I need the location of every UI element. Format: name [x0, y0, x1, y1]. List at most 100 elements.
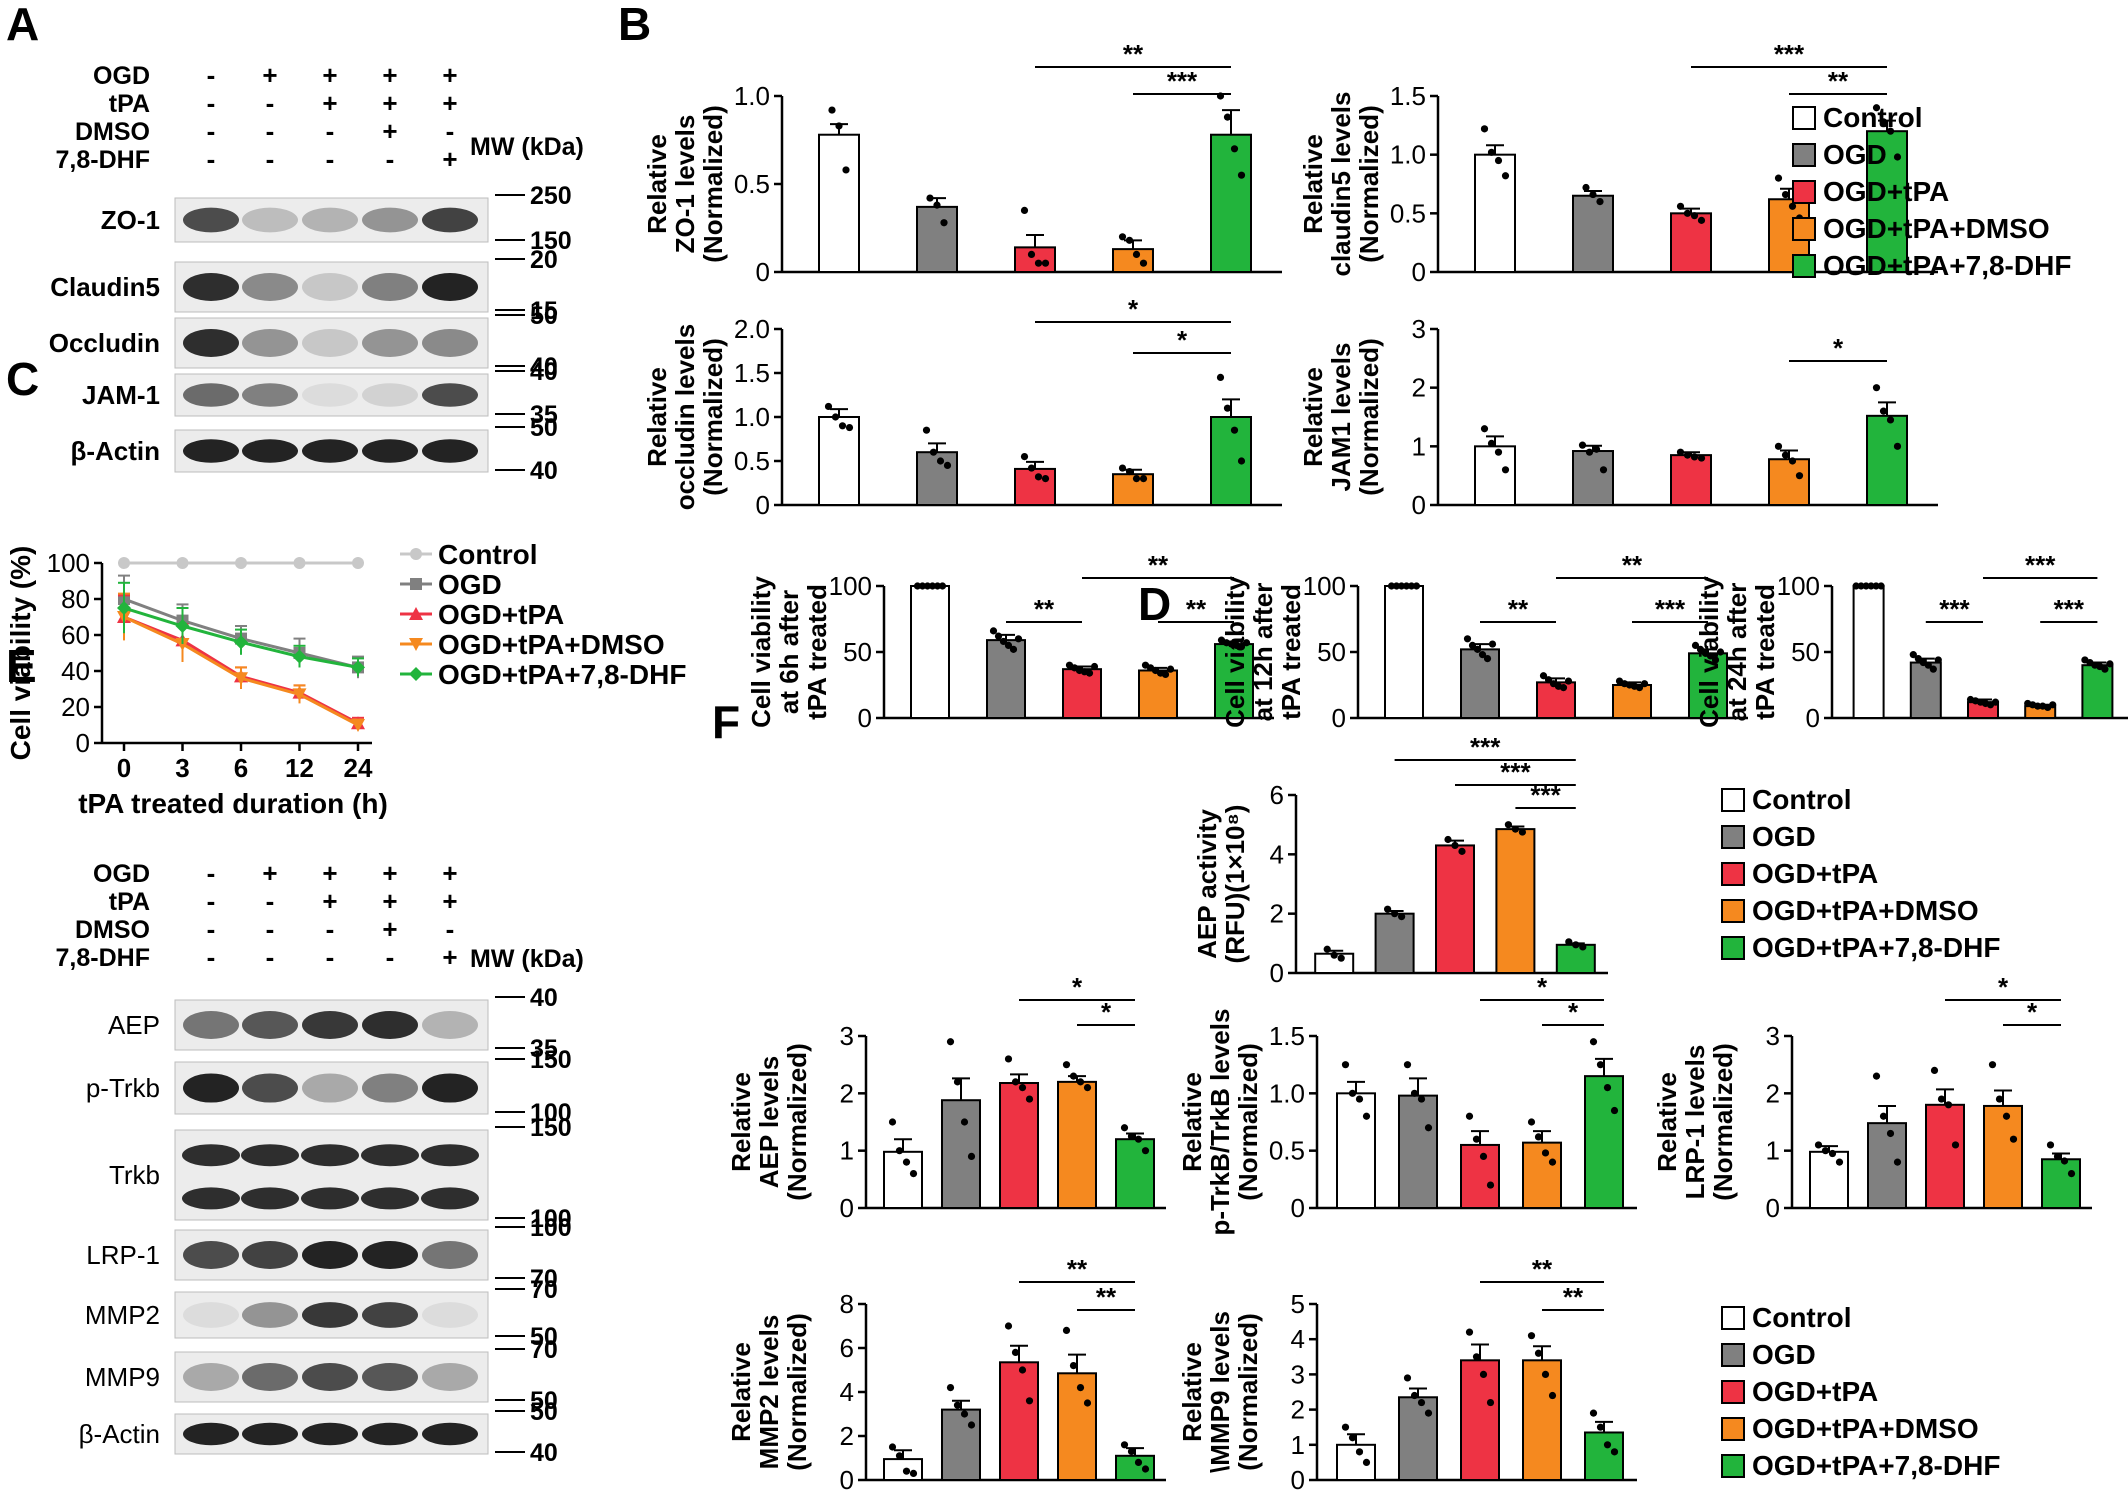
- y-tick-label: 50: [843, 637, 872, 667]
- data-point: [960, 1410, 969, 1418]
- data-point: [1828, 1149, 1837, 1158]
- y-axis-label: Cell viability (%): [5, 546, 36, 761]
- data-point: [1480, 425, 1489, 433]
- condition-sign: +: [382, 88, 397, 118]
- bar: [1555, 943, 1596, 974]
- data-point: [1544, 676, 1553, 684]
- blot-band: [362, 329, 418, 357]
- y-axis-label: (Normalized): [698, 105, 728, 262]
- data-point: [1578, 441, 1587, 449]
- bar: [1612, 684, 1652, 719]
- blot-band: [422, 1011, 478, 1039]
- y-tick-label: 3: [1412, 314, 1426, 344]
- data-point: [1541, 1149, 1550, 1157]
- legend-label: Control: [1752, 1302, 1852, 1333]
- data-point: [936, 457, 945, 465]
- legend-swatch: [1721, 1380, 1745, 1404]
- significance-label: ***: [1655, 594, 1686, 624]
- blot-band: [302, 329, 358, 357]
- data-point: [1125, 467, 1134, 476]
- condition-sign: -: [386, 144, 395, 174]
- data-point: [1076, 1384, 1085, 1392]
- bar: [1398, 1094, 1438, 1210]
- data-point: [1014, 635, 1023, 643]
- data-point: [1118, 464, 1127, 472]
- data-point: [1387, 582, 1396, 590]
- blot-band: [241, 1144, 299, 1167]
- data-point: [1486, 1398, 1495, 1407]
- bar-chart-f5: 0 1 2 3 4 5 Relative\MMP9 levels(Normalized) **…: [1177, 1254, 1637, 1495]
- significance-label: *: [1998, 972, 2009, 1002]
- legend-swatch: [1792, 143, 1816, 167]
- bar: [999, 1082, 1039, 1209]
- data-point: [1504, 821, 1512, 829]
- legend-swatch: [1721, 1454, 1745, 1478]
- mw-marker-label: 250: [530, 182, 572, 210]
- legend-label: OGD+tPA: [1752, 858, 1878, 889]
- data-point: [922, 426, 931, 434]
- blot-row-label: AEP: [108, 1010, 160, 1040]
- blot-band: [302, 1302, 358, 1328]
- data-point: [1398, 913, 1406, 921]
- condition-label: DMSO: [75, 916, 150, 944]
- data-point: [1518, 828, 1526, 836]
- bar: [1210, 416, 1252, 506]
- data-point: [1872, 1072, 1881, 1080]
- data-point: [1559, 684, 1568, 692]
- significance-label: *: [1568, 997, 1579, 1027]
- data-point: [1403, 1374, 1412, 1382]
- significance-label: **: [1096, 1282, 1117, 1312]
- data-point: [1589, 190, 1597, 199]
- blot-band: [183, 1363, 239, 1391]
- blot-band: [422, 1073, 478, 1103]
- data-point: [831, 413, 840, 421]
- data-point: [1893, 1158, 1902, 1166]
- legend-label: OGD+tPA+7,8-DHF: [1823, 250, 2071, 281]
- data-point: [1930, 1066, 1939, 1074]
- data-point: [1223, 113, 1232, 121]
- marker-circle: [235, 557, 247, 569]
- marker-diamond: [292, 649, 307, 664]
- y-tick-label: 100: [1303, 571, 1346, 601]
- data-point: [967, 1152, 976, 1160]
- y-axis-label: (Normalized): [782, 1313, 812, 1470]
- y-axis-label: MMP2 levels: [754, 1315, 784, 1470]
- data-point: [1062, 1061, 1071, 1069]
- data-point: [1596, 1061, 1605, 1069]
- condition-sign: +: [382, 116, 397, 146]
- legend-label: Control: [438, 539, 538, 570]
- legend-swatch: [1721, 1306, 1745, 1330]
- data-point: [1788, 202, 1797, 210]
- y-tick-label: 1.0: [1269, 1078, 1305, 1108]
- legend-label: OGD+tPA+7,8-DHF: [438, 659, 686, 690]
- data-point: [1034, 473, 1043, 481]
- blot-band: [362, 207, 418, 233]
- condition-sign: +: [442, 886, 457, 916]
- data-point: [1711, 656, 1720, 664]
- blot-band: [183, 1422, 239, 1446]
- bar: [1398, 1396, 1438, 1482]
- blot-row-label: LRP-1: [86, 1240, 160, 1270]
- data-point: [1527, 1118, 1536, 1126]
- significance-label: *: [1177, 325, 1188, 355]
- marker-triangle-down: [175, 638, 190, 651]
- condition-sign: +: [322, 60, 337, 90]
- data-point: [1565, 938, 1573, 946]
- y-tick-label: 2: [1270, 899, 1284, 929]
- data-point: [1041, 259, 1050, 267]
- blot-row-label: Trkb: [109, 1160, 160, 1190]
- blot-band: [362, 273, 418, 301]
- blot-band: [183, 383, 239, 407]
- y-tick-label: 0: [840, 1465, 854, 1495]
- data-point: [1991, 698, 2000, 706]
- data-point: [1697, 216, 1706, 224]
- data-point: [1879, 407, 1888, 415]
- blot-band: [422, 383, 478, 407]
- data-point: [1596, 198, 1604, 206]
- data-point: [1781, 190, 1790, 199]
- blot-band: [242, 1073, 298, 1103]
- data-point: [1237, 457, 1246, 465]
- blot-band: [362, 1302, 418, 1328]
- y-axis-label: \MMP9 levels: [1205, 1311, 1235, 1473]
- data-point: [1237, 171, 1246, 179]
